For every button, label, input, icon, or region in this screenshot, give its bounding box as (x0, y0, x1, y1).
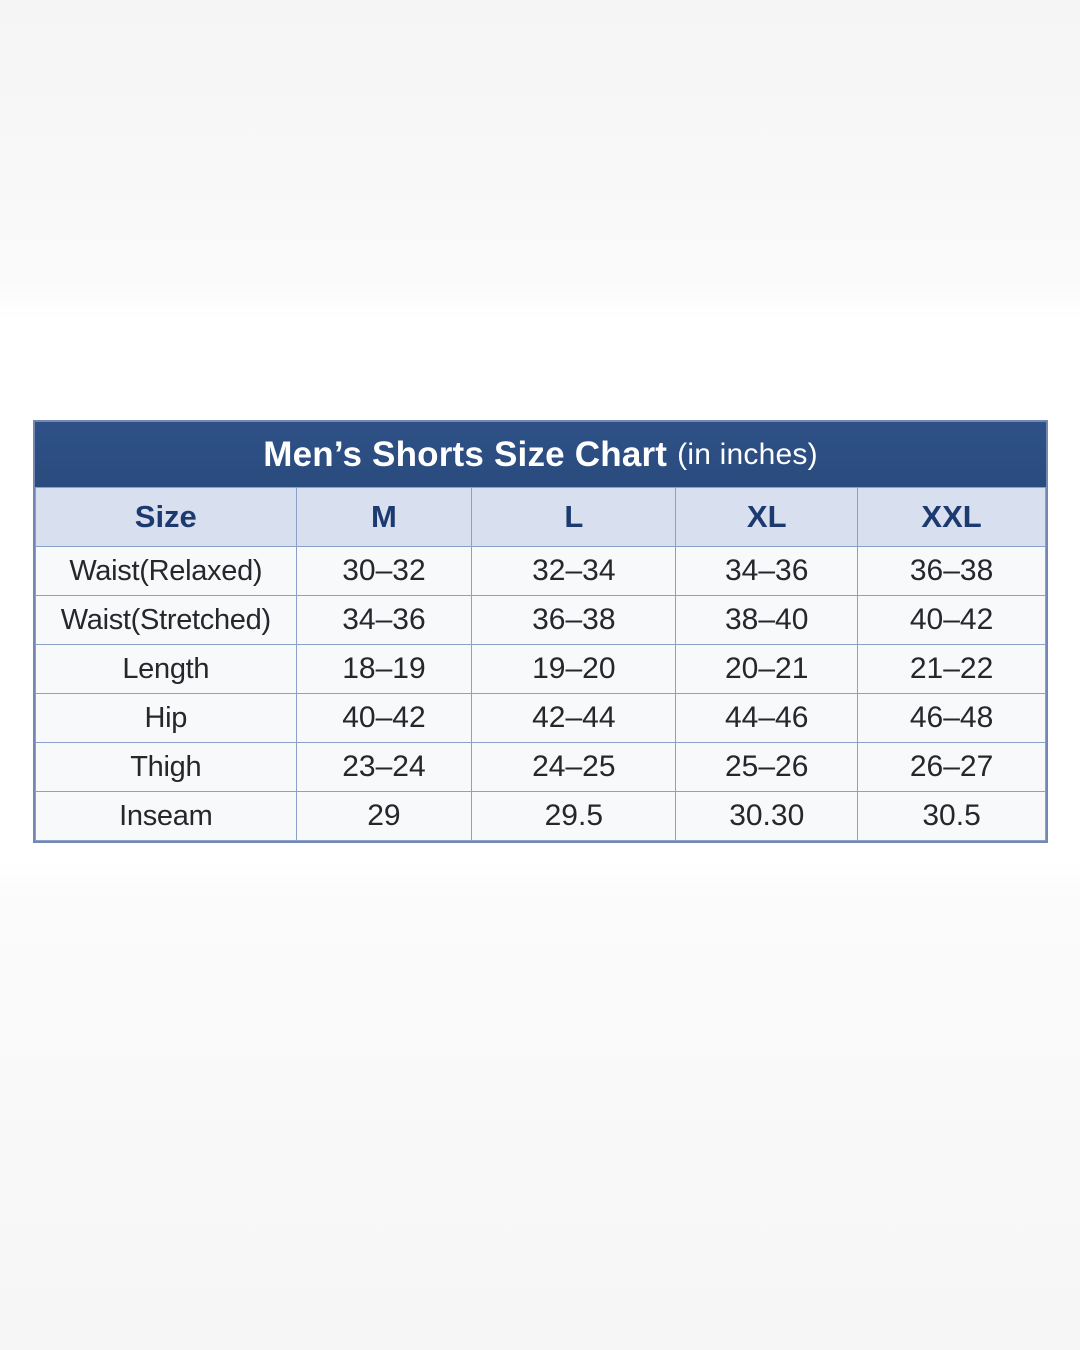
row-label: Waist(Stretched) (35, 595, 297, 645)
cell-value: 30.5 (857, 791, 1046, 841)
size-chart-table: Men’s Shorts Size Chart (in inches) Size… (33, 420, 1048, 843)
table-row-waist-relaxed: Waist(Relaxed) 30–32 32–34 34–36 36–38 (35, 546, 1046, 596)
row-label: Hip (35, 693, 297, 743)
column-header-xxl: XXL (857, 487, 1046, 547)
column-header-l: L (471, 487, 677, 547)
table-row-length: Length 18–19 19–20 20–21 21–22 (35, 644, 1046, 694)
measurements-table: Size M L XL XXL Waist(Relaxed) 30–32 32–… (35, 487, 1046, 841)
chart-title: Men’s Shorts Size Chart (263, 434, 668, 474)
row-label: Thigh (35, 742, 297, 792)
cell-value: 36–38 (471, 595, 677, 645)
cell-value: 25–26 (675, 742, 859, 792)
table-row-thigh: Thigh 23–24 24–25 25–26 26–27 (35, 742, 1046, 792)
chart-title-units: (in inches) (677, 437, 818, 471)
row-label: Waist(Relaxed) (35, 546, 297, 596)
table-row-waist-stretched: Waist(Stretched) 34–36 36–38 38–40 40–42 (35, 595, 1046, 645)
cell-value: 36–38 (857, 546, 1046, 596)
row-label: Inseam (35, 791, 297, 841)
table-row-hip: Hip 40–42 42–44 44–46 46–48 (35, 693, 1046, 743)
cell-value: 29.5 (471, 791, 677, 841)
cell-value: 29 (295, 791, 473, 841)
column-header-m: M (295, 487, 473, 547)
cell-value: 21–22 (857, 644, 1046, 694)
cell-value: 44–46 (675, 693, 859, 743)
header-row: Size M L XL XXL (35, 487, 1046, 547)
cell-value: 20–21 (675, 644, 859, 694)
cell-value: 19–20 (471, 644, 677, 694)
cell-value: 18–19 (295, 644, 473, 694)
cell-value: 30–32 (295, 546, 473, 596)
cell-value: 32–34 (471, 546, 677, 596)
table-row-inseam: Inseam 29 29.5 30.30 30.5 (35, 791, 1046, 841)
column-header-size: Size (35, 487, 297, 547)
chart-title-bar: Men’s Shorts Size Chart (in inches) (35, 422, 1046, 487)
cell-value: 40–42 (857, 595, 1046, 645)
column-header-xl: XL (675, 487, 859, 547)
cell-value: 30.30 (675, 791, 859, 841)
cell-value: 40–42 (295, 693, 473, 743)
cell-value: 42–44 (471, 693, 677, 743)
cell-value: 24–25 (471, 742, 677, 792)
cell-value: 46–48 (857, 693, 1046, 743)
cell-value: 38–40 (675, 595, 859, 645)
cell-value: 34–36 (675, 546, 859, 596)
cell-value: 23–24 (295, 742, 473, 792)
cell-value: 26–27 (857, 742, 1046, 792)
cell-value: 34–36 (295, 595, 473, 645)
row-label: Length (35, 644, 297, 694)
